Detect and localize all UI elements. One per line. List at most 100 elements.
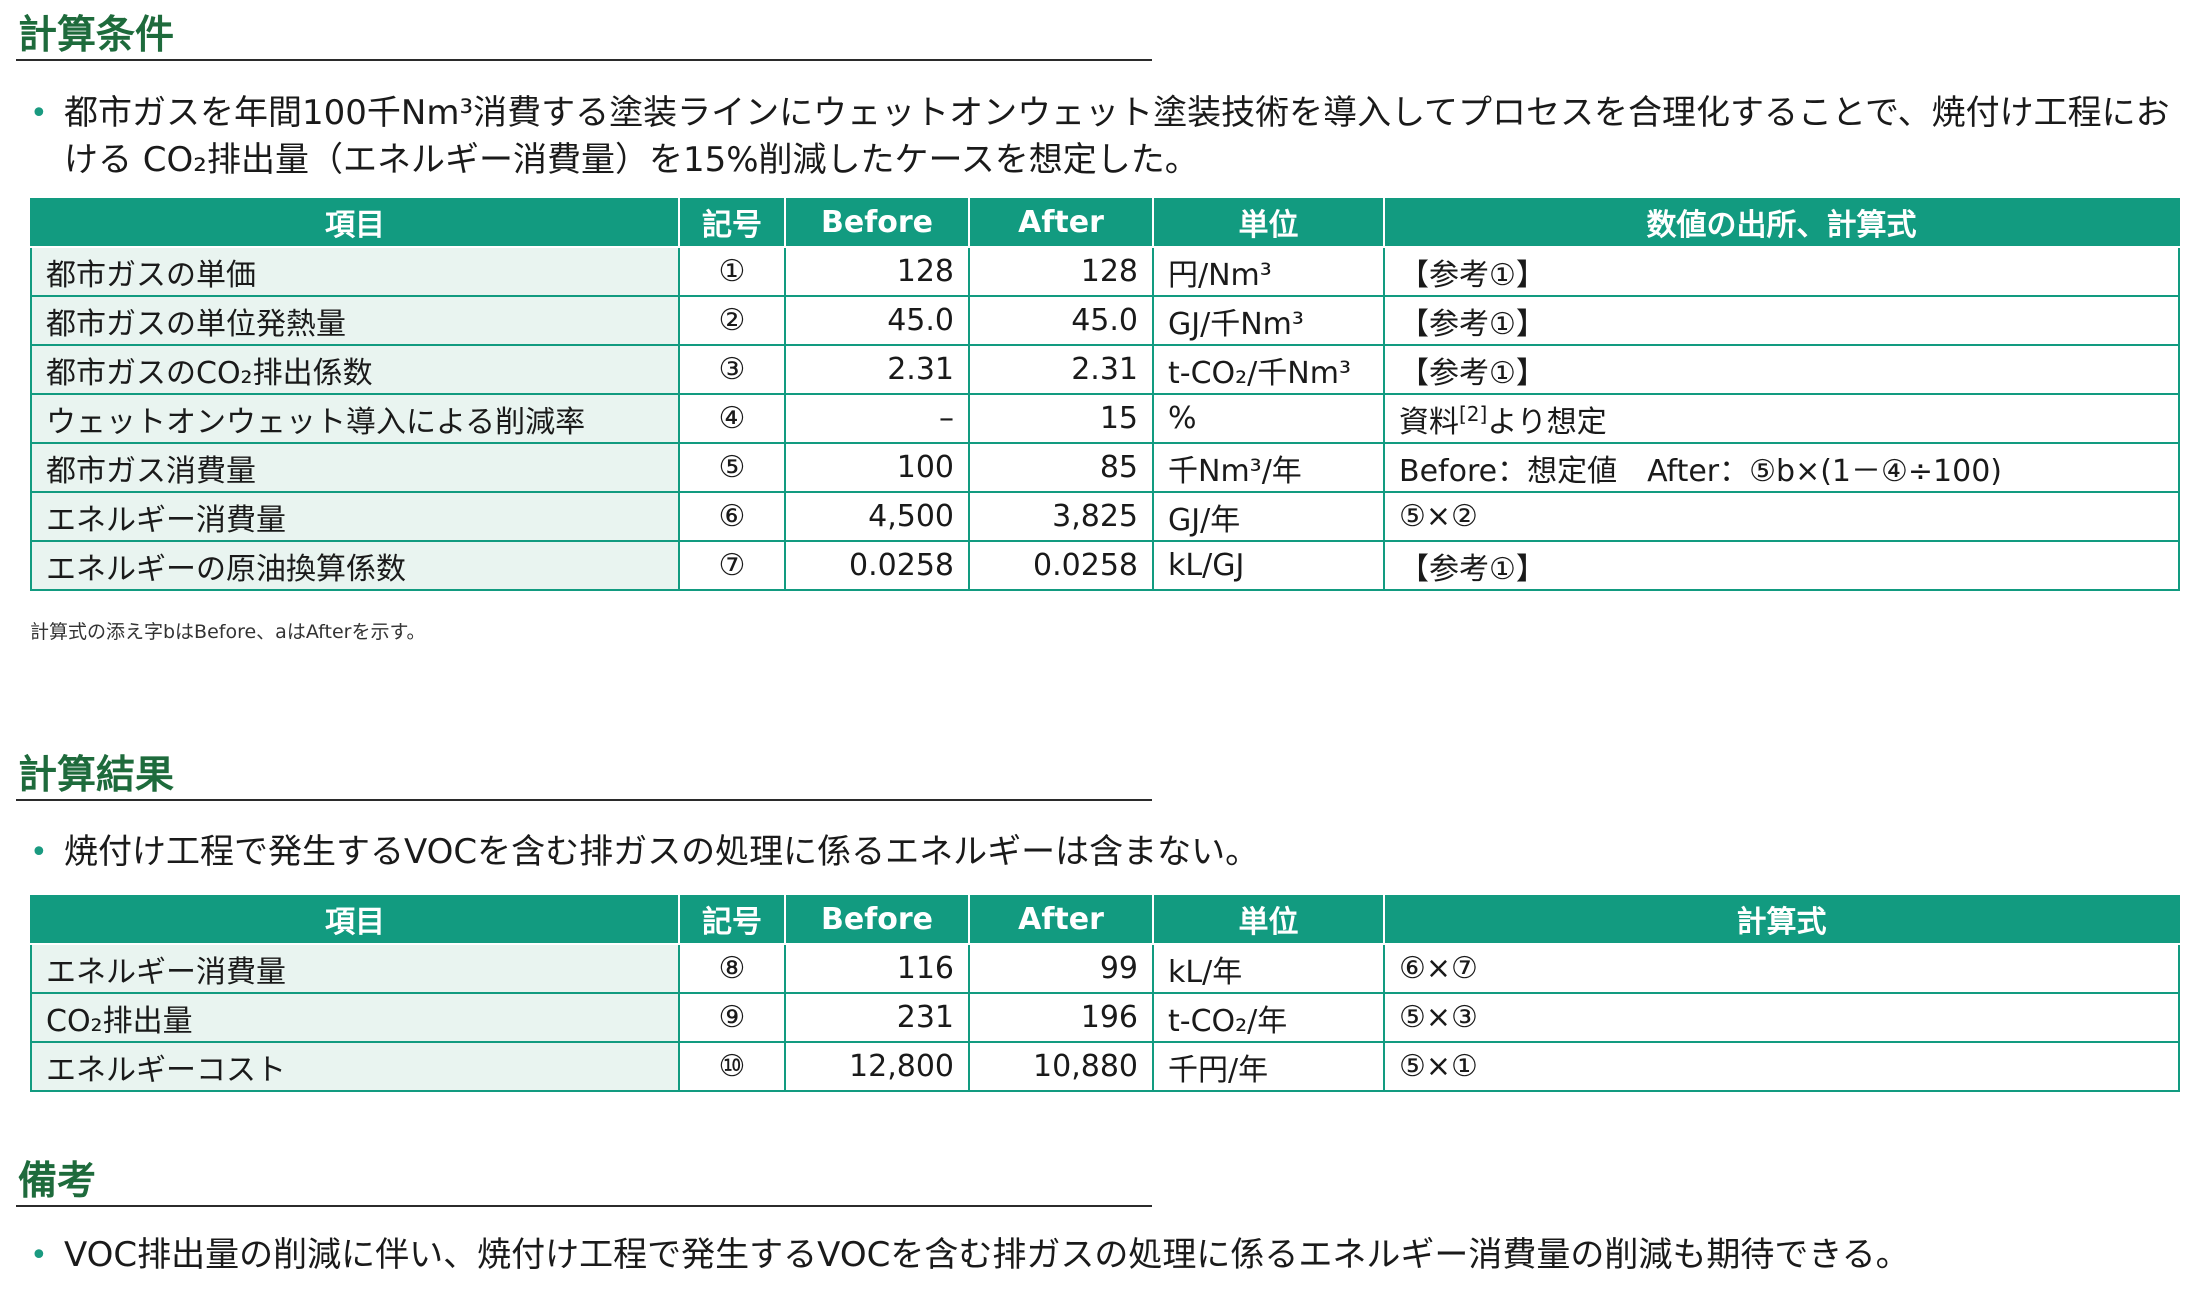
citation-ref: [2] xyxy=(1459,401,1488,426)
table-row: エネルギーコスト ⑩ 12,800 10,880 千円/年 ⑤×① xyxy=(30,1041,2180,1092)
remarks-title: 備考 xyxy=(18,1159,97,1204)
cell-formula: ⑥×⑦ xyxy=(1383,943,2180,994)
bullet-icon: • xyxy=(30,1238,48,1273)
cell-item: 都市ガスの単位発熱量 xyxy=(30,295,680,346)
cell-source: Before：想定値 After：⑤b×(1－④÷100) xyxy=(1383,442,2180,493)
cell-before: 12,800 xyxy=(784,1041,970,1092)
table-row: エネルギーの原油換算係数 ⑦ 0.0258 0.0258 kL/GJ 【参考①】 xyxy=(30,540,2180,591)
cell-symbol: ⑩ xyxy=(678,1041,786,1092)
cell-unit: % xyxy=(1152,393,1385,444)
results-title: 計算結果 xyxy=(18,753,175,798)
table-header-row: 項目 記号 Before After 単位 数値の出所、計算式 xyxy=(30,198,2180,248)
results-bullet-text: 焼付け工程で発生するVOCを含む排ガスの処理に係るエネルギーは含まない。 xyxy=(64,832,1260,872)
cell-item: エネルギーコスト xyxy=(30,1041,680,1092)
cell-symbol: ④ xyxy=(678,393,786,444)
cell-item: エネルギー消費量 xyxy=(30,943,680,994)
table-row: CO₂排出量 ⑨ 231 196 t-CO₂/年 ⑤×③ xyxy=(30,992,2180,1043)
conditions-bullet-text: 都市ガスを年間100千Nm³消費する塗装ラインにウェットオンウェット塗装技術を導… xyxy=(64,93,2170,180)
table-row: 都市ガスの単位発熱量 ② 45.0 45.0 GJ/千Nm³ 【参考①】 xyxy=(30,295,2180,346)
conditions-table: 項目 記号 Before After 単位 数値の出所、計算式 都市ガスの単価 … xyxy=(30,198,2180,591)
cell-symbol: ⑤ xyxy=(678,442,786,493)
col-header-unit: 単位 xyxy=(1152,198,1385,248)
results-bullet: • 焼付け工程で発生するVOCを含む排ガスの処理に係るエネルギーは含まない。 xyxy=(30,829,2180,876)
cell-formula: ⑤×① xyxy=(1383,1041,2180,1092)
remarks-bullet-text: VOC排出量の削減に伴い、焼付け工程で発生するVOCを含む排ガスの処理に係るエネ… xyxy=(64,1235,1910,1275)
cell-symbol: ① xyxy=(678,246,786,297)
conditions-title: 計算条件 xyxy=(18,13,175,58)
cell-after: 15 xyxy=(968,393,1154,444)
cell-item: エネルギー消費量 xyxy=(30,491,680,542)
cell-item: 都市ガス消費量 xyxy=(30,442,680,493)
cell-symbol: ⑧ xyxy=(678,943,786,994)
cell-symbol: ⑦ xyxy=(678,540,786,591)
cell-before: 100 xyxy=(784,442,970,493)
cell-before: 128 xyxy=(784,246,970,297)
cell-item: CO₂排出量 xyxy=(30,992,680,1043)
cell-source: ⑤×② xyxy=(1383,491,2180,542)
col-header-unit: 単位 xyxy=(1152,895,1385,945)
table-row: 都市ガス消費量 ⑤ 100 85 千Nm³/年 Before：想定値 After… xyxy=(30,442,2180,493)
cell-unit: GJ/年 xyxy=(1152,491,1385,542)
remarks-bullet: • VOC排出量の削減に伴い、焼付け工程で発生するVOCを含む排ガスの処理に係る… xyxy=(30,1232,2180,1279)
cell-before: 4,500 xyxy=(784,491,970,542)
source-text: 資料 xyxy=(1399,404,1459,440)
cell-before: 0.0258 xyxy=(784,540,970,591)
cell-formula: ⑤×③ xyxy=(1383,992,2180,1043)
table-header-row: 項目 記号 Before After 単位 計算式 xyxy=(30,895,2180,945)
cell-after: 10,880 xyxy=(968,1041,1154,1092)
cell-source: 資料[2]より想定 xyxy=(1383,393,2180,444)
cell-unit: kL/年 xyxy=(1152,943,1385,994)
col-header-after: After xyxy=(968,895,1154,945)
col-header-before: Before xyxy=(784,198,970,248)
cell-source: 【参考①】 xyxy=(1383,246,2180,297)
conditions-note: 計算式の添え字bはBefore、aはAfterを示す。 xyxy=(30,621,426,643)
cell-unit: 千Nm³/年 xyxy=(1152,442,1385,493)
cell-source: 【参考①】 xyxy=(1383,344,2180,395)
cell-after: 196 xyxy=(968,992,1154,1043)
col-header-item: 項目 xyxy=(30,198,680,248)
cell-unit: t-CO₂/年 xyxy=(1152,992,1385,1043)
table-row: 都市ガスのCO₂排出係数 ③ 2.31 2.31 t-CO₂/千Nm³ 【参考①… xyxy=(30,344,2180,395)
cell-unit: 円/Nm³ xyxy=(1152,246,1385,297)
col-header-formula: 計算式 xyxy=(1383,895,2180,945)
bullet-icon: • xyxy=(30,835,48,870)
cell-unit: GJ/千Nm³ xyxy=(1152,295,1385,346)
cell-before: 2.31 xyxy=(784,344,970,395)
results-table: 項目 記号 Before After 単位 計算式 エネルギー消費量 ⑧ 116… xyxy=(30,895,2180,1092)
cell-symbol: ② xyxy=(678,295,786,346)
table-row: 都市ガスの単価 ① 128 128 円/Nm³ 【参考①】 xyxy=(30,246,2180,297)
cell-item: エネルギーの原油換算係数 xyxy=(30,540,680,591)
col-header-item: 項目 xyxy=(30,895,680,945)
cell-after: 85 xyxy=(968,442,1154,493)
cell-before: – xyxy=(784,393,970,444)
cell-source: 【参考①】 xyxy=(1383,540,2180,591)
cell-item: ウェットオンウェット導入による削減率 xyxy=(30,393,680,444)
cell-before: 116 xyxy=(784,943,970,994)
bullet-icon: • xyxy=(30,96,48,131)
cell-symbol: ③ xyxy=(678,344,786,395)
col-header-symbol: 記号 xyxy=(678,198,786,248)
cell-unit: kL/GJ xyxy=(1152,540,1385,591)
cell-before: 45.0 xyxy=(784,295,970,346)
cell-source: 【参考①】 xyxy=(1383,295,2180,346)
col-header-after: After xyxy=(968,198,1154,248)
col-header-before: Before xyxy=(784,895,970,945)
conditions-heading: 計算条件 xyxy=(16,13,1152,61)
cell-unit: 千円/年 xyxy=(1152,1041,1385,1092)
cell-after: 0.0258 xyxy=(968,540,1154,591)
cell-after: 45.0 xyxy=(968,295,1154,346)
cell-symbol: ⑥ xyxy=(678,491,786,542)
cell-after: 3,825 xyxy=(968,491,1154,542)
results-heading: 計算結果 xyxy=(16,753,1152,801)
cell-after: 128 xyxy=(968,246,1154,297)
cell-after: 2.31 xyxy=(968,344,1154,395)
table-row: エネルギー消費量 ⑧ 116 99 kL/年 ⑥×⑦ xyxy=(30,943,2180,994)
cell-before: 231 xyxy=(784,992,970,1043)
cell-unit: t-CO₂/千Nm³ xyxy=(1152,344,1385,395)
cell-symbol: ⑨ xyxy=(678,992,786,1043)
col-header-source: 数値の出所、計算式 xyxy=(1383,198,2180,248)
cell-after: 99 xyxy=(968,943,1154,994)
cell-item: 都市ガスの単価 xyxy=(30,246,680,297)
conditions-bullet: • 都市ガスを年間100千Nm³消費する塗装ラインにウェットオンウェット塗装技術… xyxy=(30,90,2180,184)
col-header-symbol: 記号 xyxy=(678,895,786,945)
